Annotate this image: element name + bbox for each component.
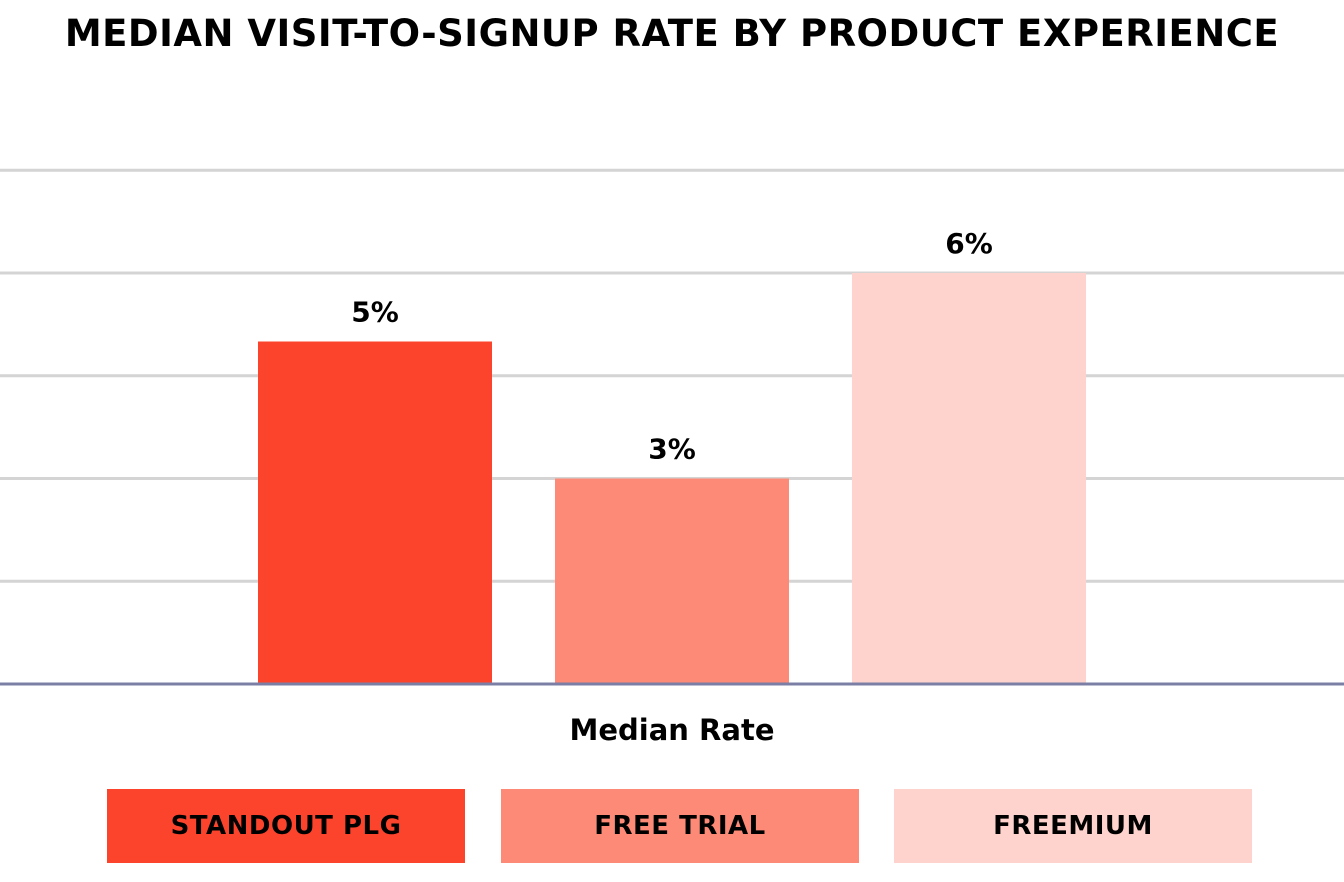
chart-title: MEDIAN VISIT-TO-SIGNUP RATE BY PRODUCT E… [64,12,1280,55]
x-axis-label: Median Rate [570,713,775,747]
legend-item-standout-plg: STANDOUT PLG [107,789,465,863]
data-label: 5% [351,296,399,329]
bar-free-trial [555,478,789,684]
data-label: 6% [945,227,993,260]
bar-freemium [852,273,1086,684]
data-labels: 5% 3% 6% [351,227,993,466]
legend-label: STANDOUT PLG [170,811,402,841]
legend-label: FREE TRIAL [594,811,766,841]
data-label: 3% [648,433,696,466]
legend-item-freemium: FREEMIUM [894,789,1252,863]
legend-item-free-trial: FREE TRIAL [501,789,859,863]
legend-label: FREEMIUM [993,811,1153,841]
bars [258,273,1086,684]
bar-standout-plg [258,341,492,684]
legend: STANDOUT PLG FREE TRIAL FREEMIUM [0,789,1344,863]
